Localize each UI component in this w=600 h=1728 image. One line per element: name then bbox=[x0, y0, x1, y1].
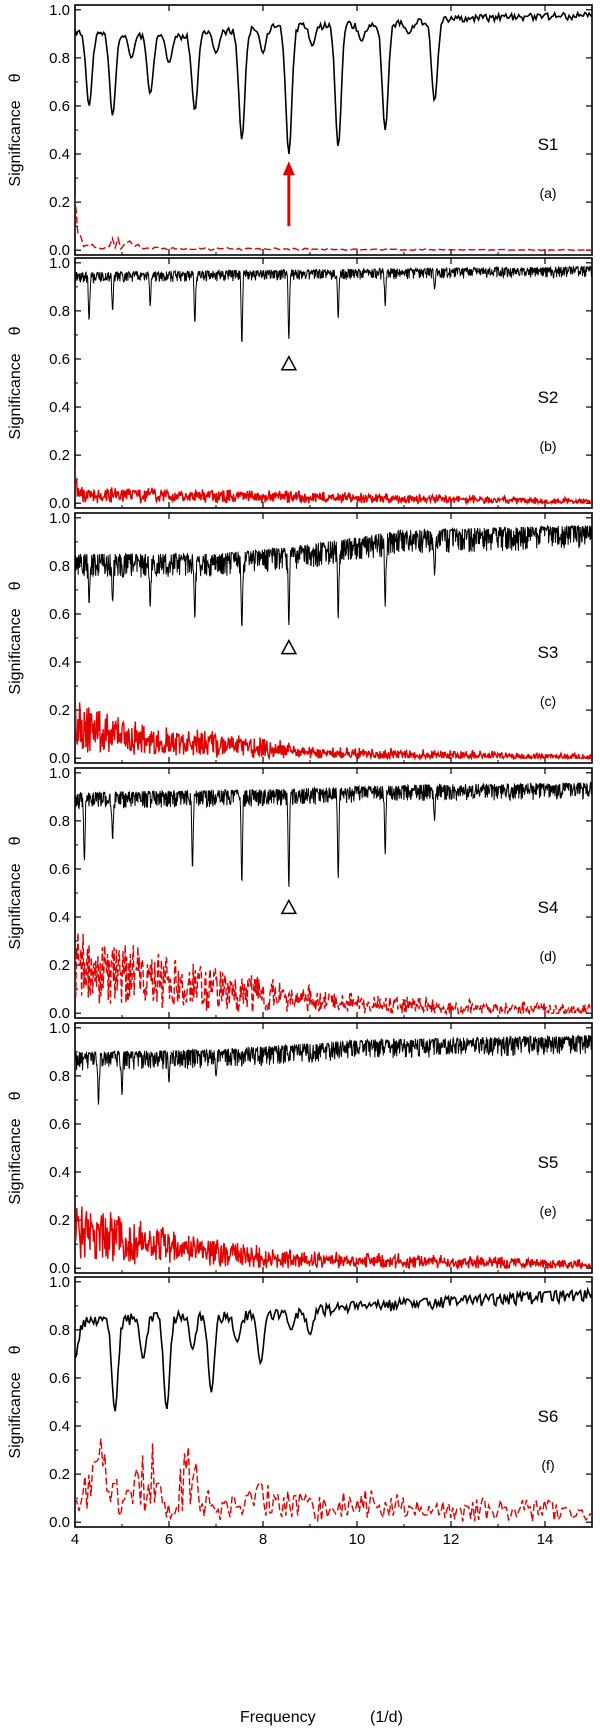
y-tick-label: 1.0 bbox=[49, 510, 70, 527]
y-tick-label: 1.0 bbox=[49, 1274, 70, 1291]
y-tick-label: 0.4 bbox=[49, 1164, 70, 1181]
plot-area bbox=[75, 1034, 592, 1271]
panel-sublabel: (b) bbox=[539, 438, 556, 454]
panel-s3: 0.0 0.2 0.4 0.6 0.8 1.0 Significanceθ S3 (c) bbox=[7, 510, 593, 767]
panel-sublabel: (e) bbox=[539, 1203, 556, 1219]
theta-series bbox=[75, 264, 592, 343]
panel-label: S6 bbox=[538, 1407, 559, 1426]
x-axis-label: Frequency bbox=[240, 1709, 316, 1726]
theta-series bbox=[75, 1286, 592, 1412]
y-tick-label: 0.8 bbox=[49, 50, 70, 67]
x-tick-label: 12 bbox=[443, 1531, 460, 1548]
y-tick-label: 0.2 bbox=[49, 957, 70, 974]
significance-series bbox=[75, 1206, 592, 1271]
panel-s5: 0.0 0.2 0.4 0.6 0.8 1.0 Significanceθ S5 (e) bbox=[7, 1020, 593, 1277]
plot-area bbox=[75, 1286, 592, 1522]
y-tick-label: 0.4 bbox=[49, 654, 70, 671]
y-axis-label: Significanceθ bbox=[7, 1345, 24, 1458]
theta-series bbox=[75, 524, 592, 627]
theta-series bbox=[75, 10, 592, 155]
y-tick-label: 0.6 bbox=[49, 1370, 70, 1387]
plot-area bbox=[75, 781, 592, 1016]
y-axis-label: Significanceθ bbox=[7, 836, 24, 949]
x-tick-label: 10 bbox=[349, 1531, 366, 1548]
significance-series bbox=[75, 196, 592, 251]
panel-frame bbox=[74, 1276, 593, 1528]
y-tick-label: 0.6 bbox=[49, 1116, 70, 1133]
panel-label: S2 bbox=[538, 388, 559, 407]
frequency-axis: Frequency (1/d) 4 6 8 10 12 14 bbox=[71, 1531, 554, 1726]
y-axis-label: Significanceθ bbox=[7, 1091, 24, 1204]
y-tick-label: 0.6 bbox=[49, 606, 70, 623]
significance-series bbox=[75, 702, 592, 761]
panel-s6: 0.0 0.2 0.4 0.6 0.8 1.0 Significanceθ S6 (f) bbox=[7, 1274, 593, 1531]
y-tick-label: 1.0 bbox=[49, 765, 70, 782]
y-tick-label: 0.8 bbox=[49, 303, 70, 320]
y-tick-label: 1.0 bbox=[49, 2, 70, 19]
panel-sublabel: (a) bbox=[539, 185, 556, 201]
y-tick-label: 0.0 bbox=[49, 1260, 70, 1277]
y-tick-label: 0.4 bbox=[49, 399, 70, 416]
y-tick-label: 0.0 bbox=[49, 242, 70, 259]
y-tick-label: 0.2 bbox=[49, 447, 70, 464]
theta-series bbox=[75, 781, 592, 887]
x-tick-label: 6 bbox=[165, 1531, 173, 1548]
y-tick-label: 0.2 bbox=[49, 194, 70, 211]
x-tick-label: 8 bbox=[259, 1531, 267, 1548]
panel-s4: 0.0 0.2 0.4 0.6 0.8 1.0 Significanceθ S4 (d) bbox=[7, 765, 593, 1022]
panel-sublabel: (c) bbox=[540, 693, 556, 709]
theta-series bbox=[75, 1034, 592, 1105]
y-axis-label: Significanceθ bbox=[7, 581, 24, 694]
y-tick-label: 0.4 bbox=[49, 909, 70, 926]
y-tick-label: 0.0 bbox=[49, 1005, 70, 1022]
y-tick-label: 0.2 bbox=[49, 1466, 70, 1483]
plot-area bbox=[75, 524, 592, 761]
y-tick-label: 0.8 bbox=[49, 1068, 70, 1085]
y-tick-label: 0.4 bbox=[49, 1418, 70, 1435]
panel-s1: 0.0 0.2 0.4 0.6 0.8 1.0 Significanceθ S1 (a) bbox=[7, 2, 593, 259]
y-tick-label: 1.0 bbox=[49, 255, 70, 272]
significance-series bbox=[75, 468, 592, 506]
panel-label: S3 bbox=[538, 643, 559, 662]
triangle-marker bbox=[280, 898, 298, 915]
y-axis-label: Significanceθ bbox=[7, 73, 24, 186]
significance-series bbox=[75, 1438, 592, 1522]
triangle-marker bbox=[280, 355, 298, 371]
panel-label: S4 bbox=[538, 898, 559, 917]
y-axis-label: Significanceθ bbox=[7, 326, 24, 439]
plot-area bbox=[75, 10, 592, 251]
y-tick-label: 0.8 bbox=[49, 813, 70, 830]
panel-frame bbox=[74, 4, 593, 256]
x-axis-unit: (1/d) bbox=[370, 1709, 403, 1726]
panel-frame bbox=[74, 257, 593, 509]
panel-s2: 0.0 0.2 0.4 0.6 0.8 1.0 Significanceθ S2 (b) bbox=[7, 255, 593, 512]
y-tick-label: 0.4 bbox=[49, 146, 70, 163]
y-tick-label: 0.0 bbox=[49, 495, 70, 512]
y-tick-label: 0.6 bbox=[49, 861, 70, 878]
x-tick-label: 14 bbox=[537, 1531, 554, 1548]
x-tick-label: 4 bbox=[71, 1531, 79, 1548]
triangle-marker bbox=[280, 639, 298, 655]
y-tick-label: 0.0 bbox=[49, 1514, 70, 1531]
y-tick-label: 0.0 bbox=[49, 750, 70, 767]
y-tick-label: 0.6 bbox=[49, 98, 70, 115]
plot-area bbox=[75, 264, 592, 506]
panel-sublabel: (f) bbox=[541, 1457, 554, 1473]
panels-layer: 0.00.20.40.60.81.0SignificanceθS1(a)0.00… bbox=[7, 2, 593, 1531]
arrow-marker-head bbox=[282, 161, 295, 176]
y-tick-label: 0.2 bbox=[49, 1212, 70, 1229]
significance-series bbox=[75, 932, 592, 1016]
panel-sublabel: (d) bbox=[539, 948, 556, 964]
panel-label: S1 bbox=[538, 135, 559, 154]
panel-label: S5 bbox=[538, 1153, 559, 1172]
y-tick-label: 0.8 bbox=[49, 1322, 70, 1339]
y-tick-label: 0.8 bbox=[49, 558, 70, 575]
y-tick-label: 0.2 bbox=[49, 702, 70, 719]
y-tick-label: 0.6 bbox=[49, 351, 70, 368]
y-tick-label: 1.0 bbox=[49, 1020, 70, 1037]
